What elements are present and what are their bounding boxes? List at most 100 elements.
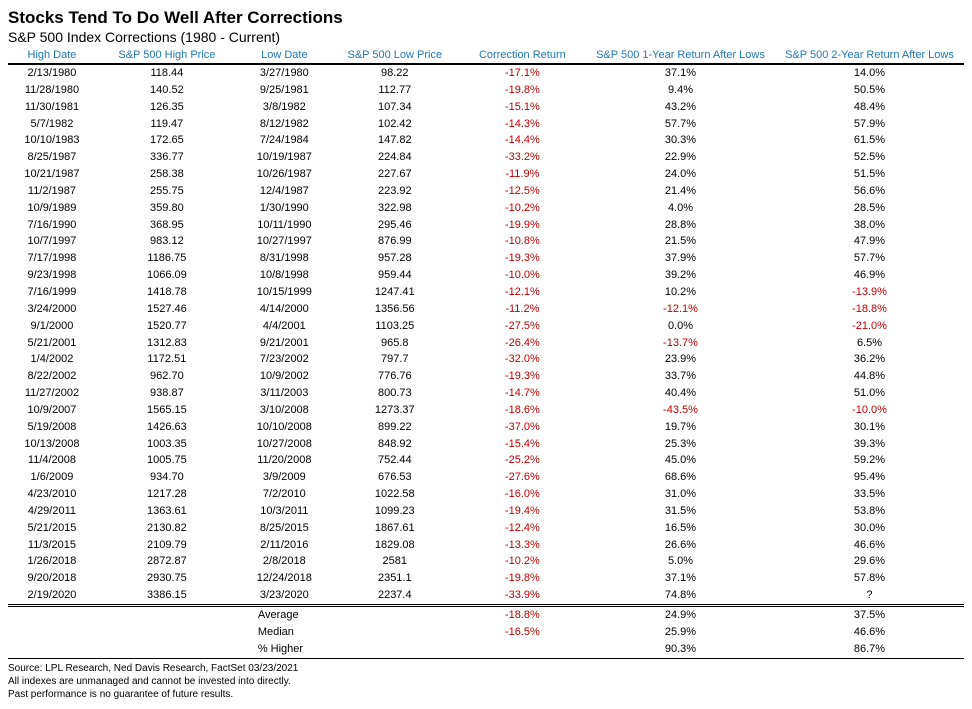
table-row: 10/13/20081003.3510/27/2008848.92-15.4%2…	[8, 436, 964, 453]
table-cell: 52.5%	[775, 149, 964, 166]
table-row: 10/9/20071565.153/10/20081273.37-18.6%-4…	[8, 402, 964, 419]
summary-cell	[8, 641, 96, 658]
summary-cell: 24.9%	[586, 606, 775, 624]
table-cell: 7/16/1990	[8, 217, 96, 234]
table-cell: 50.5%	[775, 82, 964, 99]
table-cell: 5.0%	[586, 553, 775, 570]
table-cell: 119.47	[96, 116, 238, 133]
table-cell: 44.8%	[775, 368, 964, 385]
table-cell: 1/4/2002	[8, 351, 96, 368]
table-cell: 7/16/1999	[8, 284, 96, 301]
table-cell: -15.1%	[459, 99, 586, 116]
summary-cell: 86.7%	[775, 641, 964, 658]
table-row: 7/17/19981186.758/31/1998957.28-19.3%37.…	[8, 250, 964, 267]
table-cell: 1527.46	[96, 301, 238, 318]
col-correction-return: Correction Return	[459, 47, 586, 64]
table-row: 8/25/1987336.7710/19/1987224.84-33.2%22.…	[8, 149, 964, 166]
table-cell: -18.8%	[775, 301, 964, 318]
table-row: 11/27/2002938.873/11/2003800.73-14.7%40.…	[8, 385, 964, 402]
table-cell: 57.7%	[775, 250, 964, 267]
table-row: 1/4/20021172.517/23/2002797.7-32.0%23.9%…	[8, 351, 964, 368]
table-cell: 26.6%	[586, 537, 775, 554]
table-cell: 39.2%	[586, 267, 775, 284]
table-cell: 3/8/1982	[238, 99, 331, 116]
table-cell: 51.5%	[775, 166, 964, 183]
table-cell: 37.9%	[586, 250, 775, 267]
table-cell: 5/19/2008	[8, 419, 96, 436]
table-cell: ?	[775, 587, 964, 605]
summary-cell: 25.9%	[586, 624, 775, 641]
table-cell: 1565.15	[96, 402, 238, 419]
table-cell: -19.4%	[459, 503, 586, 520]
table-cell: -27.6%	[459, 469, 586, 486]
table-cell: 7/24/1984	[238, 132, 331, 149]
summary-cell: 90.3%	[586, 641, 775, 658]
table-cell: 9.4%	[586, 82, 775, 99]
col-2yr-return: S&P 500 2-Year Return After Lows	[775, 47, 964, 64]
table-cell: 4/29/2011	[8, 503, 96, 520]
col-high-date: High Date	[8, 47, 96, 64]
table-cell: 3/11/2003	[238, 385, 331, 402]
table-cell: 59.2%	[775, 452, 964, 469]
table-cell: 4/4/2001	[238, 318, 331, 335]
table-row: 11/3/20152109.792/11/20161829.08-13.3%26…	[8, 537, 964, 554]
table-cell: 10/27/2008	[238, 436, 331, 453]
table-cell: 23.9%	[586, 351, 775, 368]
table-row: 2/13/1980118.443/27/198098.22-17.1%37.1%…	[8, 64, 964, 82]
table-cell: -10.8%	[459, 233, 586, 250]
table-cell: -25.2%	[459, 452, 586, 469]
table-cell: -33.2%	[459, 149, 586, 166]
table-cell: 57.7%	[586, 116, 775, 133]
footnote-line: Past performance is no guarantee of futu…	[8, 688, 964, 701]
table-cell: 5/21/2001	[8, 335, 96, 352]
table-cell: 10/9/1989	[8, 200, 96, 217]
footnotes: Source: LPL Research, Ned Davis Research…	[8, 662, 964, 701]
table-cell: 10/8/1998	[238, 267, 331, 284]
table-cell: 102.42	[331, 116, 459, 133]
table-cell: -19.3%	[459, 250, 586, 267]
table-row: 4/29/20111363.6110/3/20111099.23-19.4%31…	[8, 503, 964, 520]
table-cell: -16.0%	[459, 486, 586, 503]
table-cell: 2/13/1980	[8, 64, 96, 82]
table-cell: 5/7/1982	[8, 116, 96, 133]
table-cell: 1356.56	[331, 301, 459, 318]
table-cell: -11.2%	[459, 301, 586, 318]
table-cell: -27.5%	[459, 318, 586, 335]
table-cell: 800.73	[331, 385, 459, 402]
table-row: 11/4/20081005.7511/20/2008752.44-25.2%45…	[8, 452, 964, 469]
table-row: 10/21/1987258.3810/26/1987227.67-11.9%24…	[8, 166, 964, 183]
table-cell: 1186.75	[96, 250, 238, 267]
col-high-price: S&P 500 High Price	[96, 47, 238, 64]
table-cell: 22.9%	[586, 149, 775, 166]
col-low-price: S&P 500 Low Price	[331, 47, 459, 64]
table-cell: 0.0%	[586, 318, 775, 335]
table-cell: 16.5%	[586, 520, 775, 537]
table-cell: 3/24/2000	[8, 301, 96, 318]
table-cell: 368.95	[96, 217, 238, 234]
table-cell: 24.0%	[586, 166, 775, 183]
table-cell: 53.8%	[775, 503, 964, 520]
table-cell: 1103.25	[331, 318, 459, 335]
table-row: 1/6/2009934.703/9/2009676.53-27.6%68.6%9…	[8, 469, 964, 486]
summary-cell	[96, 641, 238, 658]
table-cell: -19.8%	[459, 82, 586, 99]
table-cell: 10/27/1997	[238, 233, 331, 250]
table-cell: 95.4%	[775, 469, 964, 486]
table-cell: 147.82	[331, 132, 459, 149]
table-cell: 107.34	[331, 99, 459, 116]
footnote-line: All indexes are unmanaged and cannot be …	[8, 675, 964, 688]
table-cell: -32.0%	[459, 351, 586, 368]
table-cell: -17.1%	[459, 64, 586, 82]
table-cell: 1066.09	[96, 267, 238, 284]
corrections-table: High Date S&P 500 High Price Low Date S&…	[8, 47, 964, 659]
table-cell: 8/22/2002	[8, 368, 96, 385]
table-cell: 2872.87	[96, 553, 238, 570]
table-cell: 10/10/2008	[238, 419, 331, 436]
table-cell: 1/26/2018	[8, 553, 96, 570]
table-cell: 57.9%	[775, 116, 964, 133]
summary-label: Average	[238, 606, 331, 624]
table-cell: 126.35	[96, 99, 238, 116]
table-row: 5/19/20081426.6310/10/2008899.22-37.0%19…	[8, 419, 964, 436]
col-low-date: Low Date	[238, 47, 331, 64]
table-cell: -18.6%	[459, 402, 586, 419]
